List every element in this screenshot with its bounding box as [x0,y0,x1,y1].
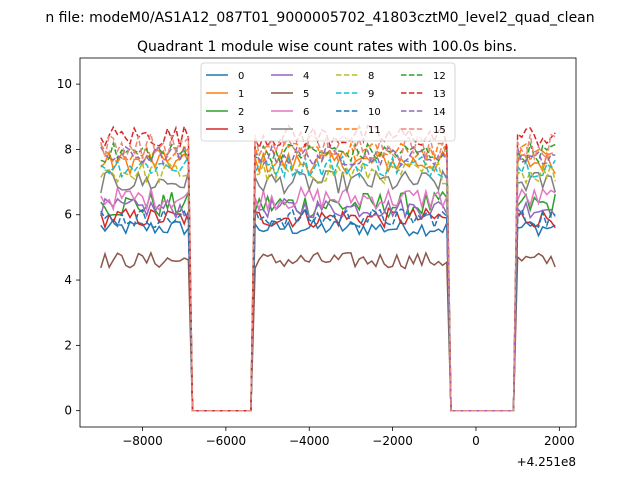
legend-label-4: 4 [303,71,309,82]
y-axis: 0 2 4 6 8 10 [57,77,80,418]
legend-label-5: 5 [303,89,309,100]
x-tick-label: 2000 [544,434,575,448]
legend-label-7: 7 [303,125,309,136]
series-line-0 [100,218,556,412]
series-line-14 [100,144,556,412]
x-axis: −8000 −6000 −4000 −2000 0 2000 [122,427,575,448]
x-offset-label: +4.251e8 [517,455,576,469]
legend-label-3: 3 [238,125,244,136]
y-tick-label: 0 [64,404,72,418]
y-tick-label: 4 [64,273,72,287]
plot-frame [79,57,577,428]
legend-label-6: 6 [303,107,309,118]
legend-label-12: 12 [433,71,446,82]
legend-box [200,62,456,142]
x-tick-label: −8000 [122,434,163,448]
series-line-1 [100,149,556,412]
x-tick-label: −2000 [372,434,413,448]
legend-label-13: 13 [433,89,446,100]
y-tick-label: 6 [64,208,72,222]
figure-suptitle: n file: modeM0/AS1A12_087T01_9000005702_… [45,10,594,26]
legend-label-9: 9 [368,89,374,100]
series-line-7 [100,168,556,412]
series-line-10 [100,206,556,412]
y-tick-label: 10 [57,77,72,91]
legend-label-14: 14 [433,107,446,118]
legend-label-11: 11 [368,125,381,136]
y-tick-label: 2 [64,338,72,352]
x-tick-label: 0 [472,434,480,448]
series-layer [100,123,556,412]
series-line-3 [100,206,556,412]
legend-label-8: 8 [368,71,374,82]
legend-label-0: 0 [238,71,244,82]
series-line-9 [100,154,556,412]
chart-title: Quadrant 1 module wise count rates with … [137,39,517,55]
x-tick-label: −4000 [289,434,330,448]
legend-label-2: 2 [238,107,244,118]
series-line-2 [100,190,556,412]
x-tick-label: −6000 [206,434,247,448]
legend-label-10: 10 [368,107,381,118]
series-line-5 [100,250,556,412]
series-line-15 [100,131,556,412]
legend-label-1: 1 [238,89,244,100]
series-line-8 [100,159,556,412]
legend-label-15: 15 [433,125,446,136]
y-tick-label: 8 [64,142,72,156]
